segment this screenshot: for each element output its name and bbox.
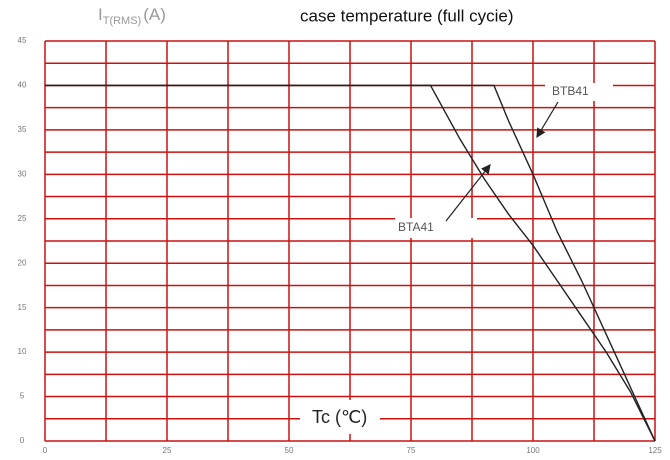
x-tick-label: 100	[526, 446, 540, 455]
y-tick-label: 10	[18, 347, 27, 356]
y-label-main: I	[98, 5, 103, 24]
series-line	[45, 84, 656, 442]
annotation: BTB41	[552, 84, 589, 98]
y-tick-label: 45	[18, 36, 27, 45]
series-line	[45, 84, 656, 442]
y-tick-label: 15	[18, 303, 27, 312]
y-label-sub: T(RMS)	[103, 15, 142, 27]
annotation-arrow	[536, 101, 559, 139]
x-axis-label: Tc (℃)	[312, 407, 367, 427]
x-tick-label: 75	[407, 446, 416, 455]
y-tick-label: 25	[18, 214, 27, 223]
y-label-unit: (A)	[143, 5, 166, 24]
y-tick-label: 30	[18, 169, 27, 178]
x-tick-label: 0	[43, 446, 48, 455]
annotation: BTA41	[398, 220, 434, 234]
x-tick-label: 50	[285, 446, 294, 455]
x-label-box	[300, 400, 380, 434]
y-tick-label: 5	[20, 392, 25, 401]
y-tick-label: 40	[18, 81, 27, 90]
x-tick-label: 25	[163, 446, 172, 455]
x-tick-label: 125	[648, 446, 662, 455]
chart-title: case temperature (full cycie)	[300, 6, 514, 25]
y-axis-label: IT(RMS) (A)	[98, 5, 166, 26]
y-tick-label: 20	[18, 258, 27, 267]
annotation-box	[545, 83, 613, 101]
annotation-arrow	[445, 164, 491, 222]
y-tick-label: 35	[18, 125, 27, 134]
y-tick-label: 0	[20, 436, 25, 445]
annotation-box	[395, 218, 477, 238]
